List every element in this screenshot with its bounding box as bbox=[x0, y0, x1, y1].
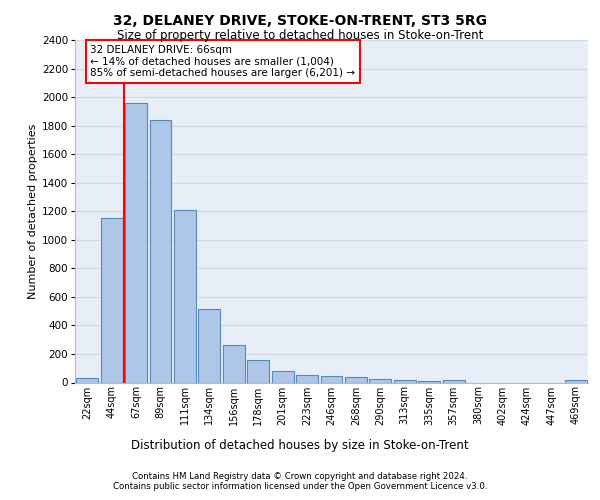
Text: Size of property relative to detached houses in Stoke-on-Trent: Size of property relative to detached ho… bbox=[117, 29, 483, 42]
Bar bbox=[125, 103, 147, 382]
Text: Contains public sector information licensed under the Open Government Licence v3: Contains public sector information licen… bbox=[113, 482, 487, 491]
Bar bbox=[272, 371, 293, 382]
Bar bbox=[565, 380, 587, 382]
Bar bbox=[101, 218, 122, 382]
Bar bbox=[76, 378, 98, 382]
Text: Distribution of detached houses by size in Stoke-on-Trent: Distribution of detached houses by size … bbox=[131, 440, 469, 452]
Bar bbox=[296, 376, 318, 382]
Bar bbox=[320, 376, 343, 382]
Text: Contains HM Land Registry data © Crown copyright and database right 2024.: Contains HM Land Registry data © Crown c… bbox=[132, 472, 468, 481]
Bar bbox=[443, 380, 464, 382]
Bar bbox=[174, 210, 196, 382]
Bar bbox=[370, 380, 391, 382]
Bar bbox=[149, 120, 172, 382]
Bar bbox=[345, 377, 367, 382]
Bar bbox=[418, 381, 440, 382]
Bar bbox=[247, 360, 269, 382]
Bar bbox=[394, 380, 416, 382]
Bar bbox=[199, 309, 220, 382]
Y-axis label: Number of detached properties: Number of detached properties bbox=[28, 124, 38, 299]
Text: 32 DELANEY DRIVE: 66sqm
← 14% of detached houses are smaller (1,004)
85% of semi: 32 DELANEY DRIVE: 66sqm ← 14% of detache… bbox=[91, 45, 355, 78]
Text: 32, DELANEY DRIVE, STOKE-ON-TRENT, ST3 5RG: 32, DELANEY DRIVE, STOKE-ON-TRENT, ST3 5… bbox=[113, 14, 487, 28]
Bar bbox=[223, 344, 245, 383]
